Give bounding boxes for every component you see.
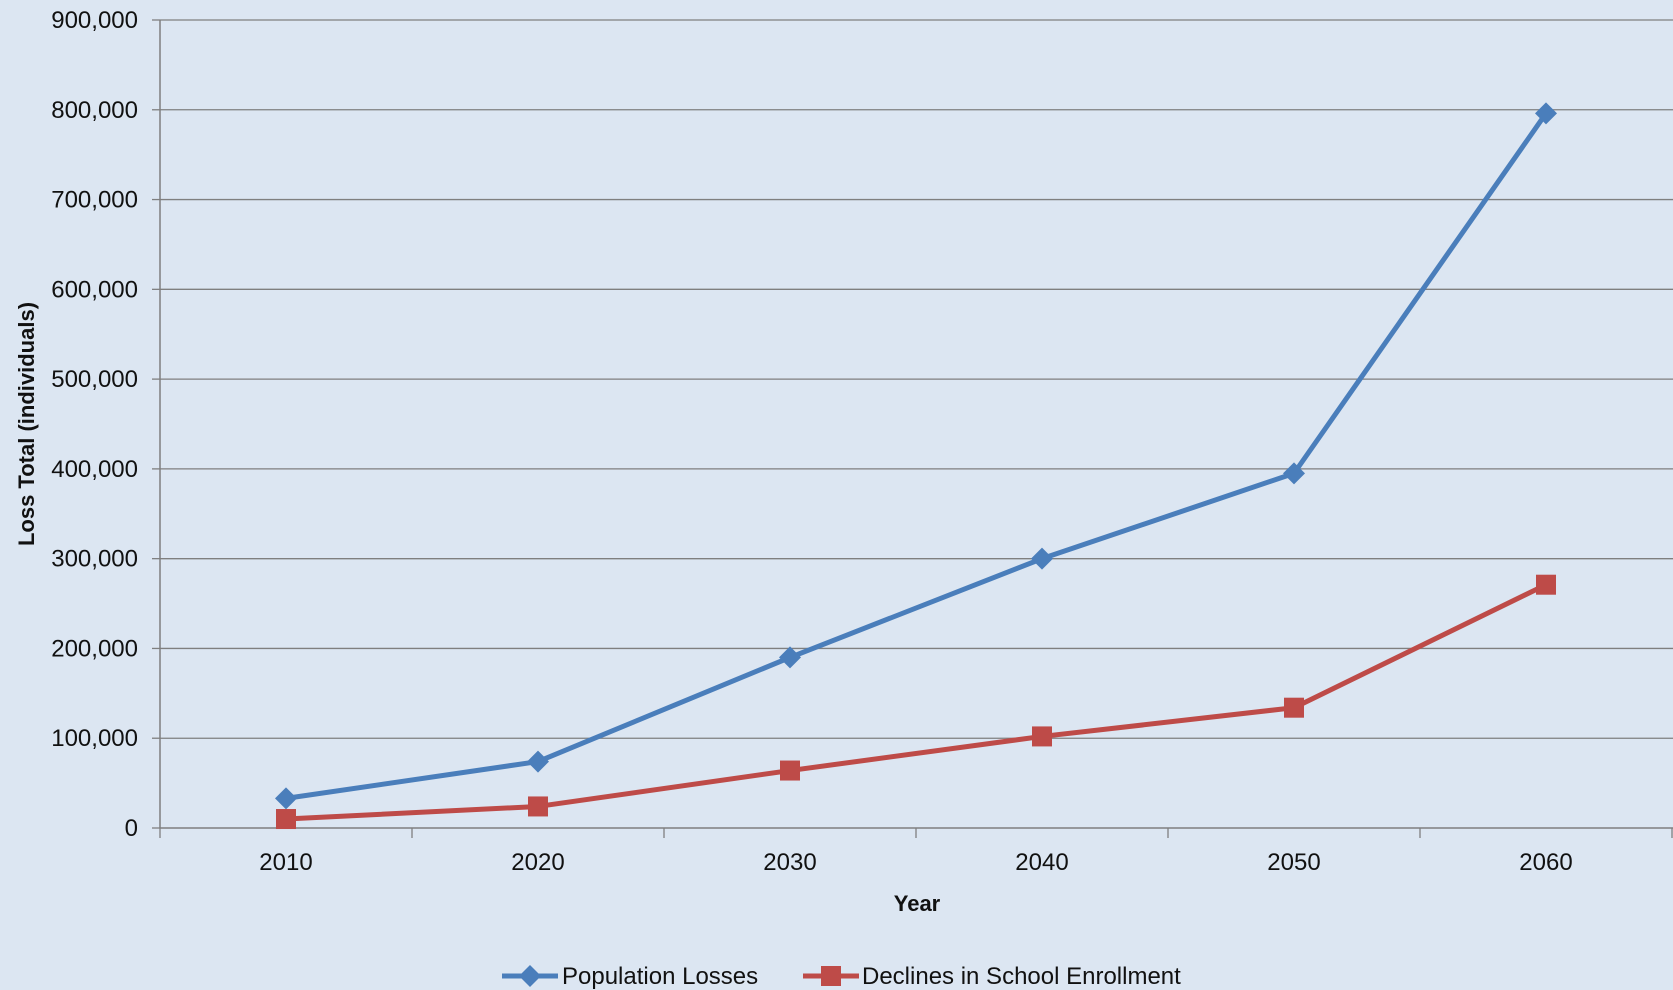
x-axis-title: Year (894, 891, 941, 916)
y-tick-label: 300,000 (51, 546, 138, 573)
data-point (1283, 462, 1305, 485)
y-tick-label: 900,000 (51, 7, 138, 34)
x-tick-label: 2040 (1015, 849, 1068, 876)
y-tick-label: 800,000 (51, 97, 138, 124)
data-point (275, 787, 297, 810)
y-tick-label: 600,000 (51, 276, 138, 303)
legend-item-1: Population Losses (502, 963, 758, 990)
data-point (1031, 547, 1053, 570)
data-point (276, 809, 296, 830)
y-tick-label: 700,000 (51, 187, 138, 214)
y-tick-label: 100,000 (51, 725, 138, 752)
x-tick-label: 2050 (1267, 849, 1320, 876)
x-tick-label: 2020 (511, 849, 564, 876)
legend: Population Losses Declines in School Enro… (502, 963, 1181, 990)
x-tick-label: 2030 (763, 849, 816, 876)
y-tick-label: 0 (125, 815, 138, 842)
axes (159, 20, 1673, 829)
legend-marker (519, 965, 541, 987)
data-point (527, 750, 549, 773)
legend-item-2: Declines in School Enrollment (803, 963, 1181, 990)
series-lines (275, 102, 1557, 830)
y-axis-title: Loss Total (individuals) (14, 302, 39, 546)
series-1 (275, 102, 1557, 810)
y-tick-labels: 0 100,000 200,000 300,000 400,000 500,000 600,… (51, 7, 138, 842)
y-tick-label: 400,000 (51, 456, 138, 483)
data-point (780, 760, 800, 781)
series-line (285, 582, 1548, 822)
legend-label: Population Losses (562, 963, 758, 990)
x-tick-label: 2060 (1519, 849, 1572, 876)
data-point (779, 646, 801, 669)
gridlines (152, 19, 1673, 829)
legend-marker (821, 966, 841, 986)
x-tick-labels: 2010 2020 2030 2040 2050 2060 (159, 828, 1673, 876)
x-tick-label: 2010 (259, 849, 312, 876)
data-point (1535, 102, 1557, 125)
data-point (1284, 697, 1304, 718)
y-tick-label: 200,000 (51, 635, 138, 662)
legend-label: Declines in School Enrollment (862, 963, 1181, 990)
data-point (1536, 574, 1556, 595)
series-line (285, 111, 1549, 801)
y-tick-label: 500,000 (51, 366, 138, 393)
data-point (1032, 726, 1052, 747)
series-2 (276, 574, 1556, 830)
data-point (528, 796, 548, 817)
